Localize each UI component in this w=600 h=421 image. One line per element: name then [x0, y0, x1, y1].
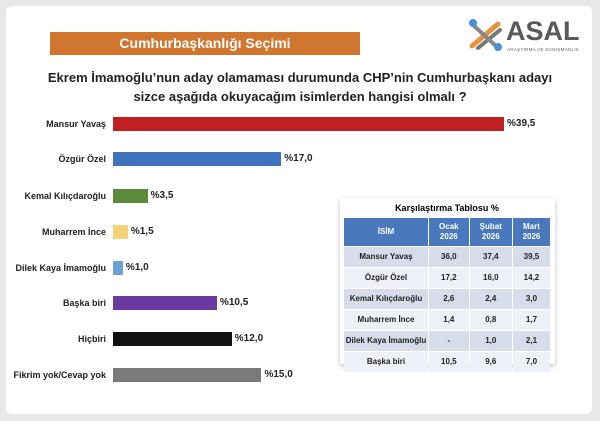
table-cell: 3,0 [512, 289, 550, 309]
comparison-table: İSİM Ocak 2026 Şubat 2026 Mart 2026 Mans… [343, 217, 551, 373]
table-cell: 39,5 [512, 247, 550, 267]
table-cell: 1,4 [429, 310, 469, 330]
data-label: %17,0 [284, 153, 313, 164]
table-cell: 2,4 [469, 289, 512, 309]
table-cell: 2,6 [429, 289, 469, 309]
question-title: Ekrem İmamoğlu’nun aday olamaması durumu… [47, 70, 553, 104]
logo-text: ASAL [506, 16, 580, 46]
bar [113, 225, 128, 239]
logo-mark-icon [469, 19, 502, 51]
bar [113, 368, 262, 382]
data-label: %12,0 [234, 333, 264, 344]
category-label: Mansur Yavaş [46, 119, 106, 129]
table-cell: - [429, 331, 469, 351]
asal-logo: ASAL ARAŞTIRMA VE DANIŞMANLIK [468, 18, 588, 58]
table-cell: 9,6 [469, 352, 512, 372]
category-label: Kemal Kılıçdaroğlu [24, 191, 106, 201]
name-cell: Mansur Yavaş [344, 247, 428, 267]
data-label: %3,5 [150, 190, 174, 201]
name-cell: Muharrem İnce [344, 310, 428, 330]
table-cell: 37,4 [469, 247, 512, 267]
name-cell: Kemal Kılıçdaroğlu [344, 289, 428, 309]
table-cell: 0,8 [469, 310, 512, 330]
category-label: Özgür Özel [58, 154, 106, 164]
table-row: Dilek Kaya İmamoğlu -1,0 2,1 [344, 331, 550, 351]
table-row: Muharrem İnce 1,4 0,8 1,7 [344, 310, 550, 330]
bar [113, 332, 232, 346]
table-row: Başka biri 10,5 9,6 7,0 [344, 352, 550, 372]
table-cell: 1,0 [469, 331, 512, 351]
bar [113, 152, 282, 166]
table-row: Özgür Özel 17,2 16,0 14,2 [344, 268, 550, 288]
col-header: Şubat 2026 [469, 218, 512, 246]
data-label: %1,5 [130, 226, 154, 237]
data-label: %1,0 [125, 262, 149, 273]
category-label: Hiçbiri [77, 334, 106, 344]
bar [113, 261, 123, 275]
col-header: İSİM [344, 218, 428, 246]
category-label: Başka biri [62, 298, 106, 308]
bar [113, 296, 217, 310]
col-header: Ocak 2026 [429, 218, 469, 246]
data-label: %39,5 [507, 118, 536, 129]
name-cell: Dilek Kaya İmamoğlu [344, 331, 428, 351]
table-row: Mansur Yavaş 36,0 37,4 39,5 [344, 247, 550, 267]
data-label: %10,5 [219, 297, 249, 308]
table-cell: 7,0 [512, 352, 550, 372]
col-header: Mart 2026 [512, 218, 550, 246]
table-row: Kemal Kılıçdaroğlu 2,6 2,4 3,0 [344, 289, 550, 309]
bar [113, 189, 148, 203]
table-cell: 2,1 [512, 331, 550, 351]
table-cell: 1,7 [512, 310, 550, 330]
name-cell: Özgür Özel [344, 268, 428, 288]
table-cell: 14,2 [512, 268, 550, 288]
table-cell: 10,5 [429, 352, 469, 372]
table-cell: 16,0 [469, 268, 512, 288]
category-label: Fikrim yok/Cevap yok [13, 370, 106, 380]
category-label: Muharrem İnce [41, 227, 106, 237]
bar [113, 117, 504, 131]
category-label: Dilek Kaya İmamoğlu [15, 263, 106, 273]
table-title: Karşılaştırma Tablosu % [395, 203, 499, 213]
name-cell: Başka biri [344, 352, 428, 372]
logo-subtitle: ARAŞTIRMA VE DANIŞMANLIK [507, 47, 580, 52]
title-banner: Cumhurbaşkanlığı Seçimi [50, 32, 360, 55]
data-label: %15,0 [264, 369, 293, 380]
table-cell: 17,2 [429, 268, 469, 288]
table-cell: 36,0 [429, 247, 469, 267]
